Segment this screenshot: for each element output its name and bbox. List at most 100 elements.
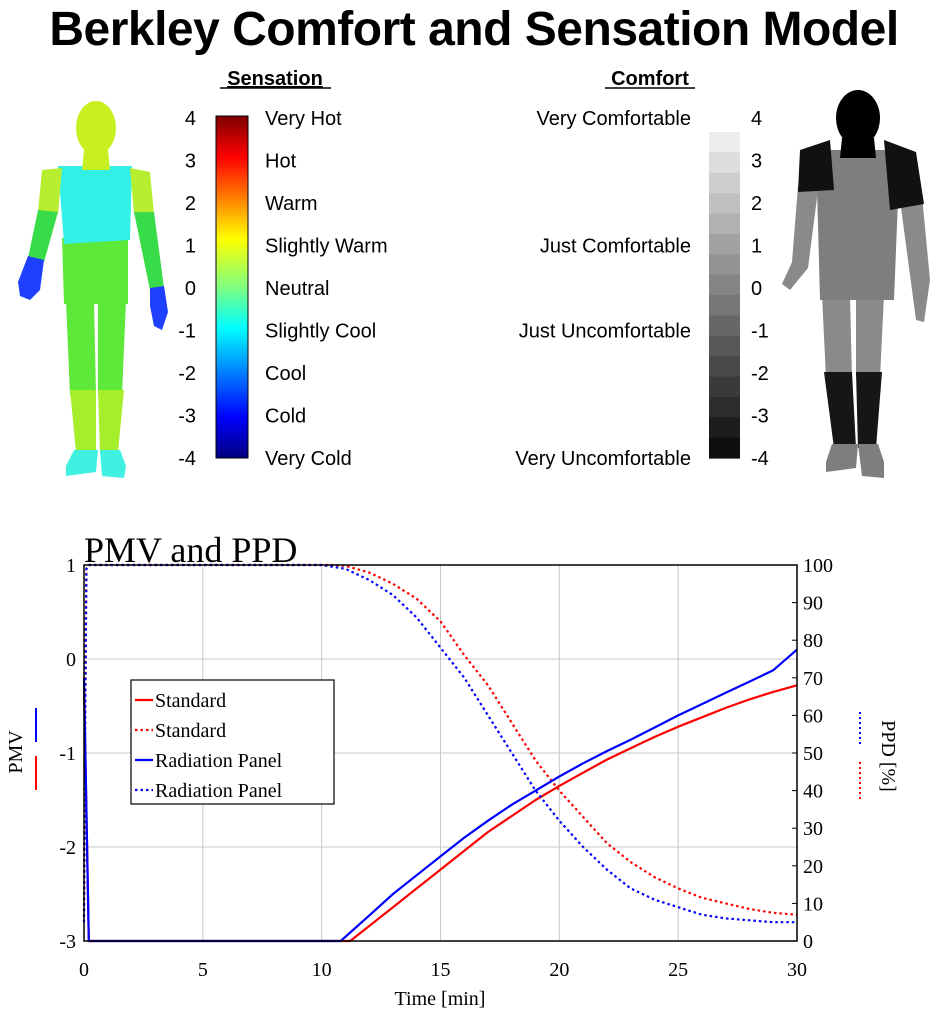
y-right-label-text: PPD [%] (877, 720, 899, 792)
c-right-foot (858, 444, 884, 478)
sensation-heading: Sensation (227, 68, 323, 90)
comfort-tick: 0 (751, 278, 762, 300)
left-foot (66, 450, 98, 476)
comfort-bar-step (709, 376, 740, 398)
c-right-knee (856, 372, 882, 448)
head (76, 101, 116, 155)
sensation-level-label: Neutral (265, 278, 329, 300)
right-thigh (98, 300, 126, 395)
c-right-shoulder (884, 140, 924, 210)
y-left-label-text: PMV (5, 730, 27, 774)
c-right-arm (900, 196, 930, 322)
comfort-bar-step (709, 172, 740, 194)
comfort-level-label: Just Uncomfortable (519, 321, 691, 343)
comfort-level-label: Very Comfortable (536, 108, 691, 130)
chest (58, 166, 132, 244)
y-right-tick-label: 10 (803, 893, 823, 915)
c-left-knee (824, 372, 856, 448)
comfort-tick: 2 (751, 193, 762, 215)
sensation-level-labels: Very Hot Hot Warm Slightly Warm Neutral Sligh… (265, 108, 388, 470)
y-right-axis-label: PPD [%] (859, 712, 899, 802)
c-left-foot (826, 444, 858, 472)
left-upper-arm (38, 168, 62, 214)
c-head (836, 90, 880, 146)
comfort-tick: -2 (751, 363, 769, 385)
comfort-bar-step (709, 295, 740, 316)
sensation-tick-labels: 4 3 2 1 0 -1 -2 -3 -4 (178, 108, 196, 470)
comfort-tick: 1 (751, 236, 762, 258)
sensation-tick: 2 (185, 193, 196, 215)
comfort-bar-step (709, 274, 740, 296)
left-lower-leg (70, 390, 96, 452)
sensation-tick: 1 (185, 236, 196, 258)
comfort-body-figure (782, 90, 930, 478)
sensation-tick: 0 (185, 278, 196, 300)
c-left-arm (782, 186, 818, 290)
right-foot (100, 450, 126, 478)
comfort-bar-step (709, 437, 740, 459)
y-right-tick-label: 80 (803, 630, 823, 652)
y-left-tick-label: -2 (59, 837, 76, 859)
comfort-tick: 3 (751, 151, 762, 173)
comfort-bar-step (709, 417, 740, 439)
y-left-axis-label: PMV (5, 708, 37, 790)
comfort-bar-step (709, 132, 740, 153)
x-tick-label: 25 (668, 959, 688, 981)
legend-label: Standard (155, 690, 226, 712)
left-hand (18, 256, 44, 300)
sensation-tick: 3 (185, 151, 196, 173)
sensation-tick: -2 (178, 363, 196, 385)
comfort-tick: -3 (751, 406, 769, 428)
x-tick-label: 30 (787, 959, 807, 981)
comfort-tick: -1 (751, 321, 769, 343)
legend-box (130, 679, 335, 805)
chart-title: PMV and PPD (84, 530, 297, 570)
y-right-tick-label: 100 (803, 555, 833, 577)
sensation-level-label: Warm (265, 193, 318, 215)
comfort-tick: 4 (751, 108, 762, 130)
neck (82, 150, 110, 170)
y-left-tick-label: -3 (59, 931, 76, 953)
y-right-tick-label: 60 (803, 705, 823, 727)
x-tick-label: 15 (431, 959, 451, 981)
sensation-tick: 4 (185, 108, 196, 130)
comfort-level-labels: Very Comfortable Just Comfortable Just Unc… (515, 108, 691, 470)
c-left-shoulder (798, 140, 834, 192)
comfort-bar-step (709, 396, 740, 418)
sensation-colorbar (215, 115, 249, 459)
x-tick-label: 20 (549, 959, 569, 981)
comfort-bar-step (709, 233, 740, 255)
c-left-thigh (822, 295, 852, 378)
y-right-tick-label: 30 (803, 818, 823, 840)
sensation-level-label: Slightly Warm (265, 236, 388, 258)
sensation-level-label: Cold (265, 406, 306, 428)
sensation-level-label: Very Hot (265, 108, 342, 130)
models-panel: Sensation Comfort 4 3 2 1 0 -1 -2 -3 -4 Very Hot… (18, 68, 930, 478)
comfort-bar-step (709, 315, 740, 337)
comfort-bar-step (709, 254, 740, 276)
y-left-tick-label: -1 (59, 743, 76, 765)
y-right-tick-label: 70 (803, 668, 823, 690)
left-thigh (66, 300, 96, 395)
comfort-level-label: Just Comfortable (540, 236, 691, 258)
comfort-heading: Comfort (611, 68, 689, 90)
comfort-tick: -4 (751, 448, 769, 470)
legend-label: Standard (155, 720, 226, 742)
sensation-tick: -3 (178, 406, 196, 428)
comfort-colorbar (709, 132, 740, 459)
legend-label: Radiation Panel (155, 780, 283, 802)
sensation-level-label: Slightly Cool (265, 321, 376, 343)
chart-tick-labels: 0 5 10 15 20 25 3010-1-2-310090807060504030201… (59, 555, 833, 981)
left-forearm (28, 210, 58, 262)
pmv-ppd-chart: PMV and PPD 0 5 10 15 20 25 3010-1-2-310090807… (5, 530, 899, 1010)
legend-label: Radiation Panel (155, 750, 283, 772)
comfort-bar-step (709, 152, 740, 174)
c-body (816, 150, 900, 300)
chart-legend: Standard Standard Radiation Panel Radiation… (130, 679, 335, 805)
comfort-level-label: Very Uncomfortable (515, 448, 691, 470)
sensation-tick: -1 (178, 321, 196, 343)
comfort-bar-step (709, 335, 740, 357)
comfort-tick-labels: 4 3 2 1 0 -1 -2 -3 -4 (751, 108, 769, 470)
x-axis-label: Time [min] (395, 988, 486, 1010)
sensation-level-label: Very Cold (265, 448, 352, 470)
